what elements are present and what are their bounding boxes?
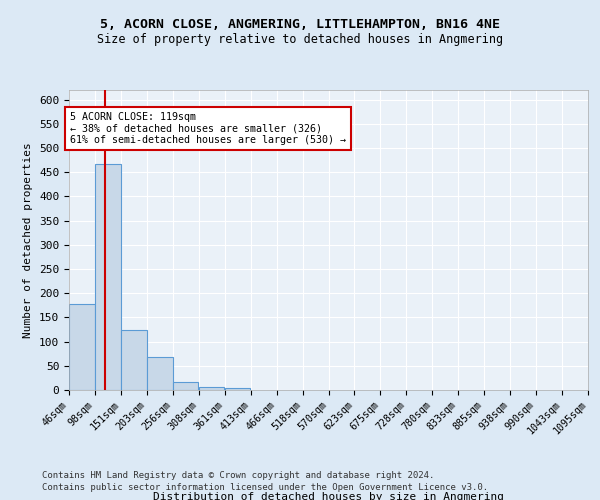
Y-axis label: Number of detached properties: Number of detached properties [23, 142, 34, 338]
Text: Size of property relative to detached houses in Angmering: Size of property relative to detached ho… [97, 34, 503, 46]
Bar [69, 304, 95, 390]
Text: Contains HM Land Registry data © Crown copyright and database right 2024.: Contains HM Land Registry data © Crown c… [42, 472, 434, 480]
Text: 5 ACORN CLOSE: 119sqm
← 38% of detached houses are smaller (326)
61% of semi-det: 5 ACORN CLOSE: 119sqm ← 38% of detached … [70, 112, 346, 145]
Bar [173, 382, 199, 390]
Bar [199, 386, 224, 390]
Bar [147, 357, 173, 390]
Bar [121, 330, 146, 390]
Text: 5, ACORN CLOSE, ANGMERING, LITTLEHAMPTON, BN16 4NE: 5, ACORN CLOSE, ANGMERING, LITTLEHAMPTON… [100, 18, 500, 32]
Text: Contains public sector information licensed under the Open Government Licence v3: Contains public sector information licen… [42, 483, 488, 492]
Bar [225, 388, 250, 390]
X-axis label: Distribution of detached houses by size in Angmering: Distribution of detached houses by size … [153, 492, 504, 500]
Bar [95, 164, 121, 390]
